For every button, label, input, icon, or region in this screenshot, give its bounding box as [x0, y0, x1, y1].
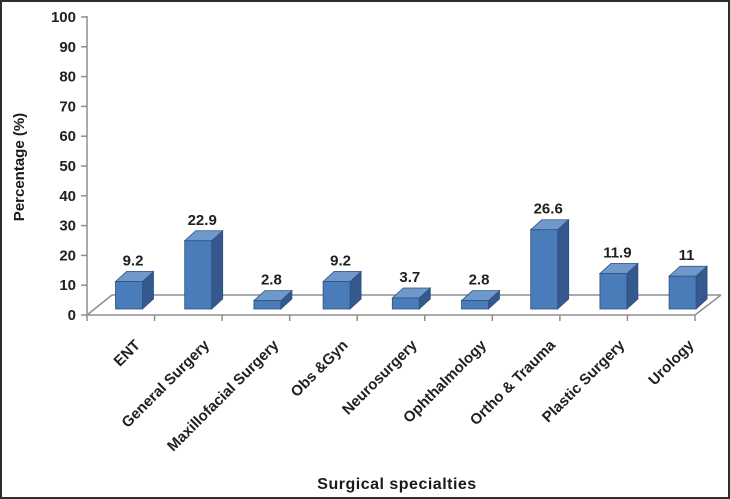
y-tick-label: 30 [59, 218, 76, 235]
data-label: 11.9 [603, 245, 631, 262]
bar-front-face [530, 229, 559, 310]
category-label: Obs &Gyn [288, 337, 352, 401]
category-label: Urology [645, 336, 698, 389]
data-label: 9.2 [330, 253, 351, 270]
bar-side-face [557, 218, 570, 310]
y-tick-label: 90 [59, 39, 76, 56]
data-label: 22.9 [188, 212, 217, 229]
x-axis-title: Surgical specialties [317, 476, 477, 493]
data-label: 9.2 [123, 253, 144, 270]
bar-front-face [115, 281, 143, 310]
data-label: 3.7 [399, 269, 420, 286]
y-tick-label: 40 [59, 188, 76, 205]
category-label: Maxillofacial Surgery [164, 336, 283, 455]
y-axis-title: Percentage (%) [11, 112, 28, 222]
data-label: 26.6 [534, 201, 563, 218]
y-tick-label: 50 [59, 158, 76, 175]
y-tick-label: 10 [59, 277, 76, 294]
y-tick-label: 20 [59, 247, 76, 264]
bar-front-face [461, 300, 489, 310]
y-tick-label: 60 [59, 128, 76, 145]
data-label: 2.8 [261, 272, 282, 289]
y-tick-label: 100 [51, 9, 76, 26]
bar-front-face [668, 275, 697, 310]
bar-front-face [391, 297, 420, 310]
data-label: 2.8 [469, 272, 490, 289]
y-tick-label: 70 [59, 98, 76, 115]
data-label: 11 [679, 247, 695, 264]
category-label: ENT [111, 337, 144, 370]
bar-front-face [322, 281, 351, 310]
y-tick-label: 80 [59, 69, 76, 86]
bar-front-face [599, 273, 628, 310]
floor-right-edge [694, 294, 722, 316]
bar-front-face [253, 300, 282, 310]
y-tick-label: 0 [68, 307, 76, 324]
bar-side-face [211, 229, 224, 310]
floor-left-edge [86, 294, 113, 316]
bar-front-face [184, 240, 213, 310]
